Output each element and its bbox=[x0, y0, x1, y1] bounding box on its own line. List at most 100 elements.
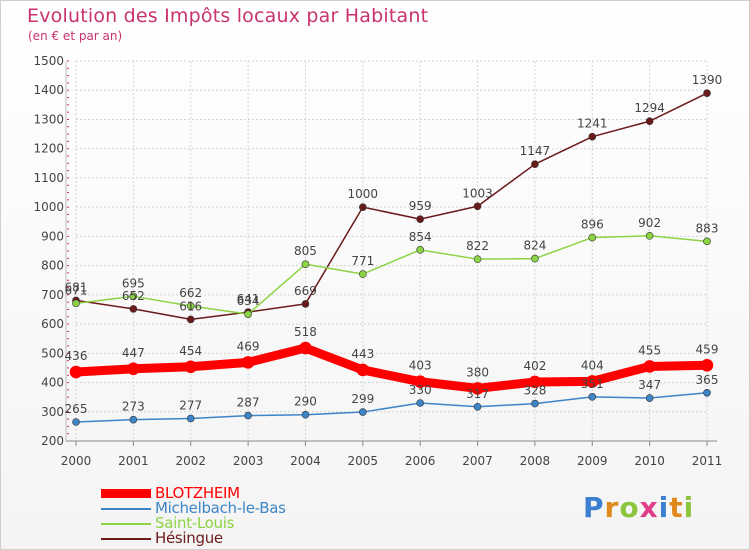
data-label: 455 bbox=[638, 343, 661, 357]
data-label: 443 bbox=[351, 347, 374, 361]
x-tick-label: 2007 bbox=[462, 454, 493, 468]
series-layer bbox=[69, 89, 714, 426]
data-label: 854 bbox=[409, 230, 432, 244]
data-label: 681 bbox=[65, 280, 88, 294]
data-label: 1390 bbox=[692, 73, 723, 87]
data-label: 641 bbox=[237, 292, 260, 306]
series-line bbox=[75, 235, 708, 315]
data-label: 1000 bbox=[348, 187, 379, 201]
data-point bbox=[700, 358, 714, 372]
data-label: 290 bbox=[294, 395, 317, 409]
logo-letter: i bbox=[658, 491, 670, 524]
data-label: 805 bbox=[294, 244, 317, 258]
data-point bbox=[359, 408, 367, 416]
data-point bbox=[645, 394, 654, 402]
logo-letter: r bbox=[604, 491, 620, 524]
data-label: 317 bbox=[466, 387, 489, 401]
data-label: 771 bbox=[351, 254, 374, 268]
grid bbox=[75, 60, 708, 442]
data-label: 447 bbox=[122, 346, 145, 360]
data-point bbox=[528, 375, 542, 389]
data-label: 1294 bbox=[634, 101, 665, 115]
axes: 200 300 400 500 600 700 800 900 1000 1100 1200 1300… bbox=[33, 54, 722, 468]
x-tick-label: 2006 bbox=[405, 454, 436, 468]
data-point bbox=[72, 299, 80, 308]
y-tick-label: 300 bbox=[41, 405, 64, 419]
y-tick-label: 600 bbox=[41, 317, 64, 331]
legend-label: BLOTZHEIM bbox=[155, 484, 240, 502]
proxiti-logo: Proxiti bbox=[583, 491, 694, 524]
chart-title: Evolution des Impôts locaux par Habitant bbox=[27, 5, 429, 27]
data-point bbox=[301, 410, 310, 419]
data-point bbox=[184, 360, 198, 374]
data-point bbox=[186, 302, 195, 310]
data-point bbox=[703, 388, 711, 397]
y-tick-label: 500 bbox=[41, 346, 64, 360]
logo-letter: o bbox=[619, 491, 640, 524]
data-point bbox=[359, 270, 367, 278]
x-tick-label: 2003 bbox=[233, 454, 264, 468]
series-line bbox=[71, 343, 712, 393]
data-label: 959 bbox=[409, 199, 432, 213]
data-label: 822 bbox=[466, 239, 489, 253]
data-point bbox=[413, 375, 427, 388]
legend-swatch bbox=[101, 537, 151, 540]
data-label: 662 bbox=[179, 286, 202, 300]
data-point bbox=[301, 260, 310, 268]
data-point bbox=[703, 89, 711, 97]
series-0 bbox=[69, 341, 714, 395]
legend-label: Hésingue bbox=[155, 529, 223, 547]
data-point bbox=[588, 233, 597, 242]
data-label: 404 bbox=[581, 358, 604, 372]
legend-swatch bbox=[101, 507, 151, 510]
data-point bbox=[244, 310, 252, 318]
x-tick-label: 2010 bbox=[634, 454, 665, 468]
data-point bbox=[72, 418, 80, 426]
legend-item: Hésingue bbox=[101, 531, 286, 546]
data-label: 459 bbox=[696, 342, 719, 356]
data-labels: 436 447 454 469 518 443 403 380 402 404 455 459 265 2… bbox=[65, 73, 723, 416]
x-tick-label: 2004 bbox=[290, 454, 321, 468]
data-label: 518 bbox=[294, 325, 317, 339]
data-point bbox=[129, 292, 138, 301]
data-label: 436 bbox=[65, 349, 88, 363]
data-point bbox=[301, 300, 310, 308]
y-tick-label: 1300 bbox=[33, 112, 64, 126]
data-label: 347 bbox=[638, 378, 661, 392]
x-tick-label: 2002 bbox=[175, 454, 206, 468]
x-tick-label: 2005 bbox=[348, 454, 379, 468]
data-point bbox=[588, 393, 597, 401]
data-label: 1003 bbox=[462, 186, 493, 200]
data-point bbox=[416, 399, 424, 407]
x-tick-label: 2011 bbox=[692, 454, 723, 468]
data-label: 287 bbox=[237, 396, 260, 410]
data-label: 824 bbox=[523, 239, 546, 253]
logo-letter: i bbox=[683, 491, 695, 524]
logo-letter: t bbox=[669, 491, 684, 524]
data-label: 273 bbox=[122, 400, 145, 414]
legend-item: Michelbach-le-Bas bbox=[101, 501, 286, 516]
data-point bbox=[473, 402, 482, 411]
data-point bbox=[645, 232, 654, 240]
data-point bbox=[416, 246, 424, 254]
legend-item: BLOTZHEIM bbox=[101, 486, 286, 501]
x-tick-label: 2008 bbox=[520, 454, 551, 468]
data-label: 265 bbox=[65, 402, 88, 416]
data-label: 695 bbox=[122, 276, 145, 290]
data-point bbox=[471, 382, 484, 395]
y-tick-label: 900 bbox=[41, 229, 64, 243]
data-label: 402 bbox=[523, 359, 546, 373]
logo-letter: x bbox=[639, 491, 659, 524]
y-tick-label: 1200 bbox=[33, 142, 64, 156]
data-label: 365 bbox=[696, 373, 719, 387]
data-label: 328 bbox=[523, 384, 546, 398]
data-label: 277 bbox=[179, 398, 202, 412]
data-point bbox=[244, 411, 252, 420]
data-label: 671 bbox=[65, 283, 88, 297]
data-point bbox=[531, 160, 539, 168]
legend-label: Michelbach-le-Bas bbox=[155, 499, 286, 517]
legend-swatch bbox=[101, 522, 151, 525]
data-label: 454 bbox=[179, 344, 202, 358]
